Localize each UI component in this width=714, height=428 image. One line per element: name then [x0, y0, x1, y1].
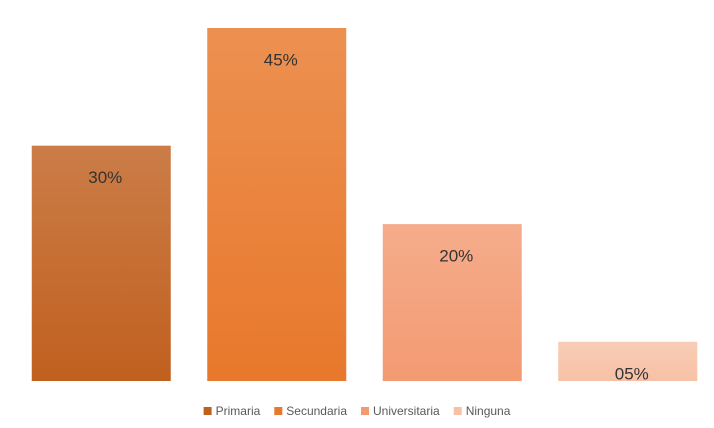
legend-label: Universitaria — [373, 404, 440, 418]
legend-label: Primaria — [216, 404, 261, 418]
bar — [31, 145, 171, 381]
data-label: 05% — [615, 364, 649, 383]
data-label: 30% — [88, 168, 122, 187]
bar — [207, 28, 347, 381]
bar — [382, 224, 522, 381]
legend-swatch — [361, 407, 369, 415]
legend-swatch — [453, 407, 462, 415]
legend-label: Ninguna — [466, 404, 511, 418]
bar — [558, 341, 698, 381]
legend-label: Secundaria — [286, 404, 347, 418]
data-label: 45% — [264, 50, 298, 69]
legend-swatch — [203, 407, 212, 415]
legend: Primaria Secundaria Universitaria Ninguna — [203, 404, 511, 418]
legend-swatch — [274, 407, 283, 415]
data-label: 20% — [439, 247, 473, 266]
